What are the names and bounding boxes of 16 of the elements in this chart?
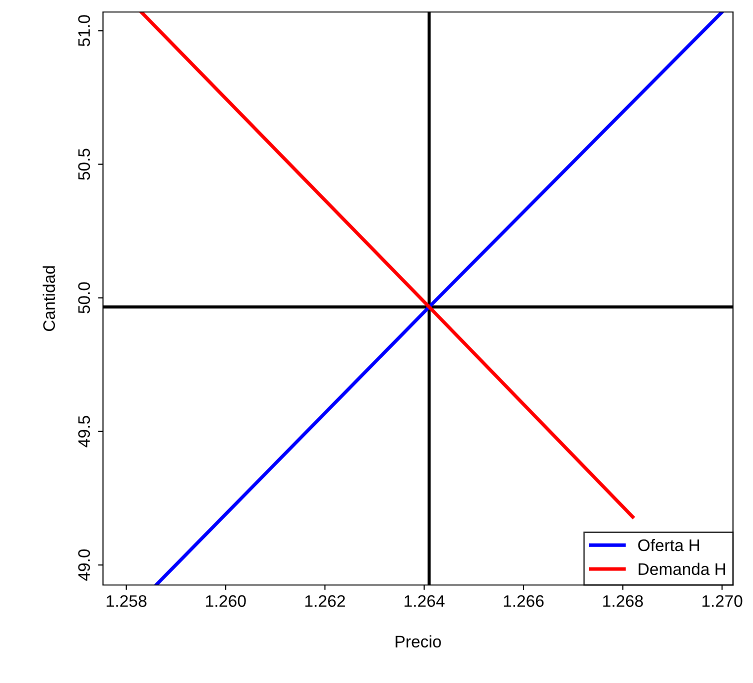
- x-tick-label: 1.268: [603, 595, 643, 607]
- x-axis-title: Precio: [396, 635, 441, 648]
- x-tick-label: 1.260: [206, 595, 246, 607]
- legend-label: Demanda H: [638, 562, 725, 576]
- y-tick-label: 49.5: [78, 416, 90, 448]
- x-tick-label: 1.264: [404, 595, 445, 607]
- x-tick-label: 1.270: [702, 595, 742, 607]
- x-tick-label: 1.258: [106, 595, 146, 607]
- y-tick-label: 50.0: [78, 282, 90, 314]
- y-axis-title: Cantidad: [42, 266, 56, 332]
- x-tick-label: 1.262: [305, 595, 345, 607]
- y-tick-label: 51.0: [78, 15, 90, 46]
- x-tick-label: 1.266: [504, 595, 544, 607]
- y-tick-label: 50.5: [78, 148, 90, 180]
- y-tick-label: 49.0: [78, 549, 90, 581]
- legend-label: Oferta H: [638, 538, 700, 552]
